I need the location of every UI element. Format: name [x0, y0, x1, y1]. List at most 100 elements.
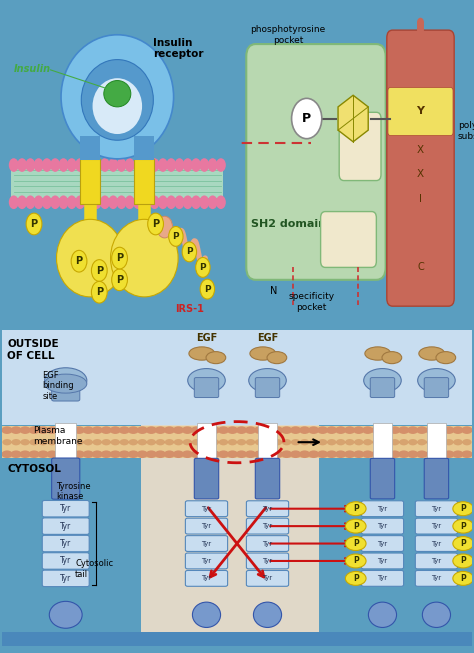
Text: I: I	[419, 194, 422, 204]
Text: P: P	[460, 574, 466, 583]
Circle shape	[453, 537, 474, 550]
Circle shape	[91, 195, 101, 209]
Circle shape	[164, 426, 175, 434]
Circle shape	[228, 439, 237, 445]
Circle shape	[64, 451, 76, 458]
Circle shape	[417, 21, 424, 30]
Circle shape	[255, 439, 264, 445]
Circle shape	[58, 195, 68, 209]
Circle shape	[55, 426, 67, 434]
Circle shape	[1, 451, 13, 458]
Text: P: P	[200, 263, 206, 272]
FancyBboxPatch shape	[246, 571, 289, 586]
Circle shape	[345, 439, 355, 445]
Circle shape	[246, 439, 255, 445]
Circle shape	[119, 439, 129, 445]
Circle shape	[245, 451, 256, 458]
Circle shape	[141, 195, 151, 209]
Circle shape	[216, 158, 226, 172]
Circle shape	[28, 426, 40, 434]
Circle shape	[112, 269, 128, 291]
Circle shape	[452, 451, 464, 458]
Circle shape	[34, 158, 44, 172]
Text: P: P	[96, 266, 103, 276]
Circle shape	[219, 439, 228, 445]
Ellipse shape	[192, 602, 220, 628]
Circle shape	[407, 426, 419, 434]
Circle shape	[83, 158, 93, 172]
Circle shape	[263, 451, 274, 458]
Text: polypeptide
substrate: polypeptide substrate	[457, 121, 474, 140]
Circle shape	[381, 439, 391, 445]
FancyBboxPatch shape	[141, 330, 319, 646]
FancyBboxPatch shape	[11, 165, 223, 200]
Circle shape	[74, 439, 84, 445]
FancyBboxPatch shape	[2, 632, 472, 646]
Circle shape	[425, 451, 437, 458]
FancyBboxPatch shape	[194, 458, 219, 499]
Circle shape	[346, 571, 366, 585]
Circle shape	[218, 426, 229, 434]
FancyBboxPatch shape	[197, 423, 216, 460]
Text: P: P	[173, 232, 179, 241]
Circle shape	[200, 195, 209, 209]
Circle shape	[346, 519, 366, 533]
Circle shape	[453, 554, 474, 568]
Circle shape	[128, 451, 139, 458]
Ellipse shape	[95, 82, 140, 131]
Circle shape	[67, 195, 77, 209]
FancyBboxPatch shape	[255, 377, 280, 398]
Text: CYTOSOL: CYTOSOL	[7, 464, 61, 474]
Circle shape	[2, 439, 12, 445]
Circle shape	[335, 451, 346, 458]
Circle shape	[362, 451, 374, 458]
Text: Tyr: Tyr	[60, 539, 72, 548]
Circle shape	[398, 451, 410, 458]
Circle shape	[19, 451, 31, 458]
FancyBboxPatch shape	[185, 518, 228, 534]
Text: P: P	[353, 556, 359, 565]
Circle shape	[299, 426, 310, 434]
Text: P: P	[353, 522, 359, 531]
Text: P: P	[116, 253, 123, 263]
Text: P: P	[116, 275, 123, 285]
Text: Tyrosine
kinase: Tyrosine kinase	[56, 482, 91, 502]
Circle shape	[182, 439, 192, 445]
Circle shape	[183, 158, 193, 172]
Circle shape	[354, 439, 364, 445]
FancyBboxPatch shape	[42, 500, 89, 517]
Circle shape	[191, 426, 202, 434]
Circle shape	[416, 451, 428, 458]
Text: Tyr: Tyr	[431, 575, 441, 581]
Text: Tyr: Tyr	[377, 541, 388, 547]
FancyBboxPatch shape	[185, 501, 228, 517]
Circle shape	[150, 158, 160, 172]
FancyBboxPatch shape	[415, 501, 457, 517]
Circle shape	[371, 451, 383, 458]
Circle shape	[453, 439, 463, 445]
Circle shape	[453, 519, 474, 533]
Text: Tyr: Tyr	[377, 558, 388, 564]
Circle shape	[67, 158, 77, 172]
Text: P: P	[353, 504, 359, 513]
Circle shape	[137, 426, 148, 434]
Text: Plasma
membrane: Plasma membrane	[33, 426, 82, 446]
Circle shape	[83, 439, 93, 445]
Circle shape	[82, 451, 94, 458]
FancyBboxPatch shape	[373, 423, 392, 460]
FancyBboxPatch shape	[388, 88, 453, 136]
FancyBboxPatch shape	[55, 423, 76, 460]
Circle shape	[317, 426, 328, 434]
Text: Tyr: Tyr	[263, 558, 273, 564]
Circle shape	[47, 439, 57, 445]
Text: P: P	[460, 539, 466, 548]
Circle shape	[254, 426, 265, 434]
Circle shape	[155, 426, 166, 434]
FancyBboxPatch shape	[415, 553, 457, 569]
Ellipse shape	[365, 347, 391, 360]
Circle shape	[65, 439, 75, 445]
Circle shape	[346, 537, 366, 550]
Circle shape	[137, 439, 147, 445]
Circle shape	[417, 439, 427, 445]
Circle shape	[174, 158, 184, 172]
